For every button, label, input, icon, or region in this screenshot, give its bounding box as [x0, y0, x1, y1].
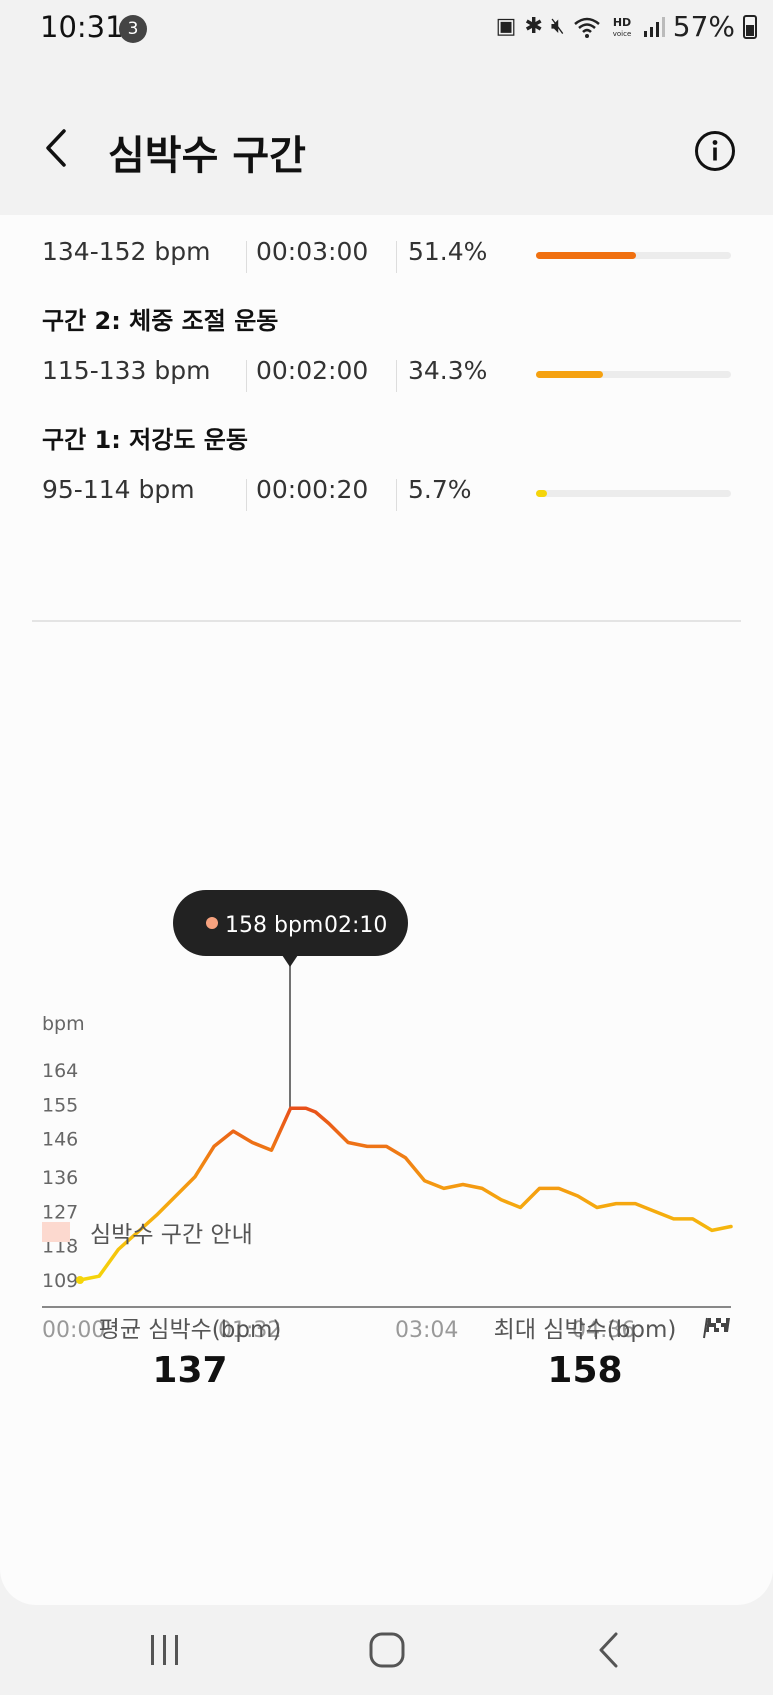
- mute-icon: 🔇︎: [550, 14, 565, 39]
- legend-label: 심박수 구간 안내: [90, 1222, 253, 1248]
- zone-separator: [246, 479, 247, 511]
- tooltip-time: 02:10: [324, 913, 387, 938]
- hd-voice-icon: HD voice: [613, 16, 632, 38]
- status-icons: ▣ ✱ 🔇︎ HD voice 57%: [496, 10, 757, 43]
- notification-count-badge: 3: [119, 15, 147, 43]
- zone-progress-track: [536, 490, 731, 497]
- back-icon[interactable]: [586, 1627, 636, 1673]
- page-title: 심박수 구간: [108, 133, 306, 179]
- y-tick-label: 164: [42, 1060, 78, 1082]
- zone-range: 95-114 bpm: [42, 475, 195, 504]
- zone-separator: [246, 241, 247, 273]
- recent-apps-icon[interactable]: [140, 1627, 190, 1673]
- app-header: 심박수 구간: [0, 95, 773, 205]
- y-tick-label: 127: [42, 1201, 78, 1223]
- zone-percent: 34.3%: [408, 356, 488, 385]
- max-heart-rate-value: 158: [547, 1350, 623, 1391]
- zone-separator: [396, 241, 397, 273]
- zone-time: 00:00:20: [256, 475, 369, 504]
- y-tick-label: 136: [42, 1167, 78, 1189]
- zone-range: 115-133 bpm: [42, 356, 211, 385]
- tooltip-dot: [206, 917, 218, 929]
- zone-progress-fill: [536, 252, 637, 259]
- battery-icon: [743, 14, 757, 39]
- y-tick-label: 155: [42, 1094, 78, 1116]
- zone-progress-fill: [536, 371, 603, 378]
- max-heart-rate-label: 최대 심박수(bpm): [493, 1317, 677, 1343]
- heart-rate-zone-card: 134-152 bpm 00:03:00 51.4% 구간 2: 체중 조절 운…: [0, 215, 773, 1605]
- x-tick-label: 04:36: [572, 1318, 635, 1343]
- zone-separator: [246, 360, 247, 392]
- avg-heart-rate-label: 평균 심박수(bpm): [98, 1317, 282, 1343]
- zone-progress-fill: [536, 490, 548, 497]
- x-tick-label: 00:00: [42, 1318, 105, 1343]
- zone-title: 구간 1: 저강도 운동: [42, 426, 248, 454]
- heart-rate-line: [78, 1106, 733, 1282]
- status-time: 10:31: [40, 10, 124, 44]
- legend-swatch: [42, 1222, 70, 1242]
- avg-heart-rate-stat: 평균 심박수(bpm) 137: [40, 1310, 340, 1391]
- max-heart-rate-stat: 최대 심박수(bpm) 158: [435, 1310, 735, 1391]
- svg-text:HD: HD: [613, 16, 631, 29]
- start-point: [76, 1276, 84, 1284]
- zone-time: 00:03:00: [256, 237, 369, 266]
- status-bar: 10:31 3 ▣ ✱ 🔇︎ HD voice 57%: [0, 0, 773, 60]
- zone-guide-legend[interactable]: 심박수 구간 안내: [42, 1215, 253, 1249]
- signal-icon: [643, 16, 665, 37]
- x-tick-label: 01:32: [218, 1318, 281, 1343]
- system-nav-bar: [0, 1605, 773, 1695]
- avg-heart-rate-value: 137: [152, 1350, 228, 1391]
- section-divider: [32, 620, 741, 622]
- bluetooth-icon: ✱: [524, 14, 543, 39]
- battery-percent: 57%: [672, 10, 735, 43]
- zone-title: 구간 2: 체중 조절 운동: [42, 307, 279, 335]
- zone-progress-track: [536, 252, 731, 259]
- y-tick-label: 109: [42, 1270, 78, 1292]
- checkered-flag-icon: [703, 1317, 730, 1339]
- card-icon: ▣: [495, 14, 517, 39]
- svg-text:voice: voice: [613, 30, 632, 38]
- zone-time: 00:02:00: [256, 356, 369, 385]
- zone-separator: [396, 479, 397, 511]
- zone-separator: [396, 360, 397, 392]
- wifi-icon: [573, 17, 600, 38]
- home-icon[interactable]: [362, 1627, 412, 1673]
- x-tick-label: 03:04: [395, 1318, 458, 1343]
- zone-range: 134-152 bpm: [42, 237, 211, 266]
- zone-percent: 5.7%: [408, 475, 472, 504]
- y-tick-label: 146: [42, 1129, 78, 1151]
- back-arrow-icon[interactable]: [38, 123, 78, 173]
- tooltip-value: 158 bpm: [225, 913, 323, 938]
- zone-percent: 51.4%: [408, 237, 488, 266]
- y-axis-label: bpm: [42, 1013, 85, 1035]
- info-icon[interactable]: [694, 130, 736, 172]
- zone-progress-track: [536, 371, 731, 378]
- chart-tooltip: 158 bpm 02:10: [173, 890, 408, 967]
